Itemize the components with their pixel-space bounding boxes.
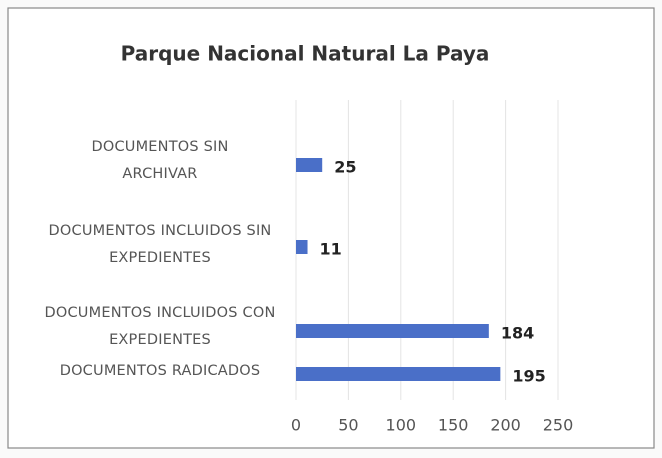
bar — [296, 324, 489, 338]
y-tick-label: DOCUMENTOS SIN ARCHIVAR — [91, 139, 229, 182]
value-label: 184 — [501, 324, 534, 343]
x-tick-label: 50 — [338, 416, 358, 435]
x-tick-label: 200 — [490, 416, 521, 435]
value-label: 195 — [512, 367, 545, 386]
value-label: 25 — [334, 158, 356, 177]
y-tick-label: DOCUMENTOS INCLUIDOS CON EXPEDIENTES — [44, 305, 276, 348]
y-tick-label: DOCUMENTOS INCLUIDOS SIN EXPEDIENTES — [48, 223, 272, 266]
x-tick-label: 100 — [386, 416, 417, 435]
x-tick-label: 150 — [438, 416, 469, 435]
x-tick-label: 0 — [291, 416, 301, 435]
y-tick-label: DOCUMENTOS RADICADOS — [59, 362, 261, 379]
bar — [296, 240, 308, 254]
x-tick-label: 250 — [543, 416, 574, 435]
value-label: 11 — [320, 240, 342, 259]
bar — [296, 158, 323, 172]
bar — [296, 367, 501, 381]
chart-title: Parque Nacional Natural La Paya — [121, 42, 490, 66]
